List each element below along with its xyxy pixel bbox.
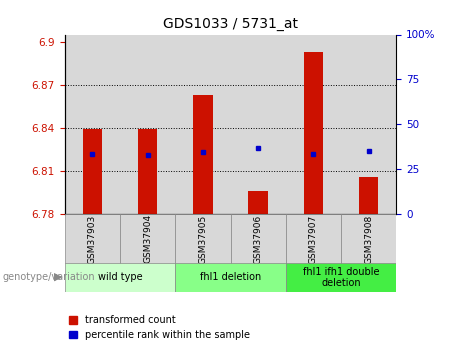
Bar: [65, 34, 120, 214]
Bar: [304, 52, 323, 214]
Text: fhl1 ifh1 double
deletion: fhl1 ifh1 double deletion: [303, 267, 379, 288]
Bar: [175, 214, 230, 264]
Bar: [120, 34, 175, 214]
Bar: [120, 214, 175, 264]
Text: GSM37906: GSM37906: [254, 214, 263, 264]
Bar: [65, 214, 120, 264]
Bar: [138, 129, 157, 214]
Bar: [175, 34, 230, 214]
Bar: [230, 34, 286, 214]
Bar: [175, 263, 286, 292]
Text: GSM37905: GSM37905: [198, 214, 207, 264]
Text: wild type: wild type: [98, 273, 142, 282]
Bar: [341, 34, 396, 214]
Bar: [230, 214, 286, 264]
Text: GSM37908: GSM37908: [364, 214, 373, 264]
Text: genotype/variation: genotype/variation: [2, 272, 95, 282]
Bar: [359, 177, 378, 214]
Bar: [83, 129, 102, 214]
Bar: [286, 214, 341, 264]
Text: GSM37907: GSM37907: [309, 214, 318, 264]
Legend: transformed count, percentile rank within the sample: transformed count, percentile rank withi…: [70, 315, 250, 340]
Bar: [65, 263, 175, 292]
Text: fhl1 deletion: fhl1 deletion: [200, 273, 261, 282]
Text: GSM37904: GSM37904: [143, 214, 152, 264]
Text: GSM37903: GSM37903: [88, 214, 97, 264]
Bar: [193, 95, 213, 214]
Bar: [286, 263, 396, 292]
Title: GDS1033 / 5731_at: GDS1033 / 5731_at: [163, 17, 298, 31]
Bar: [286, 34, 341, 214]
Text: ▶: ▶: [54, 272, 62, 282]
Bar: [341, 214, 396, 264]
Bar: [248, 191, 268, 214]
